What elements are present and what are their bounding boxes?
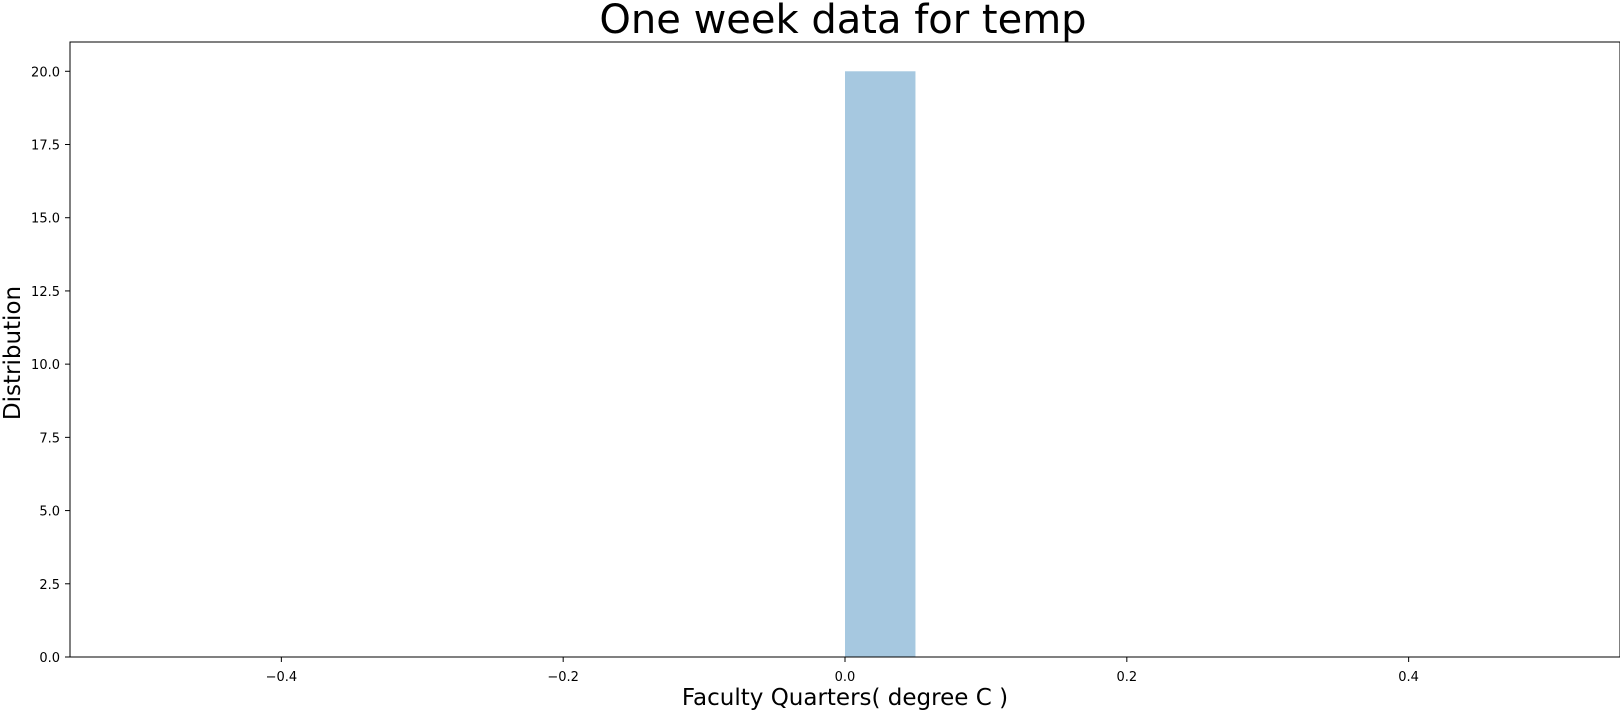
y-tick-label: 5.0 <box>39 505 60 520</box>
y-tick-label: 12.5 <box>31 285 60 300</box>
x-axis-ticks: −0.4 −0.2 0.0 0.2 0.4 <box>266 657 1419 685</box>
y-axis-label: Distribution <box>0 286 26 420</box>
x-axis-label: Faculty Quarters( degree C ) <box>682 685 1008 711</box>
x-tick-label: 0.4 <box>1398 670 1419 685</box>
x-tick-label: −0.2 <box>547 670 579 685</box>
y-tick-label: 7.5 <box>39 431 60 446</box>
y-tick-label: 2.5 <box>39 578 60 593</box>
histogram-bar-0 <box>845 71 916 658</box>
x-tick-label: 0.2 <box>1116 670 1137 685</box>
y-tick-label: 0.0 <box>39 651 60 666</box>
y-tick-label: 20.0 <box>31 65 60 80</box>
y-tick-label: 17.5 <box>31 139 60 154</box>
y-axis-ticks: 0.0 2.5 5.0 7.5 10.0 12.5 15.0 17.5 20.0 <box>31 65 70 666</box>
x-tick-label: −0.4 <box>266 670 298 685</box>
y-tick-label: 15.0 <box>31 212 60 227</box>
bars-layer <box>845 71 916 658</box>
x-tick-label: 0.0 <box>835 670 856 685</box>
y-tick-label: 10.0 <box>31 358 60 373</box>
chart-title: One week data for temp <box>599 0 1086 43</box>
